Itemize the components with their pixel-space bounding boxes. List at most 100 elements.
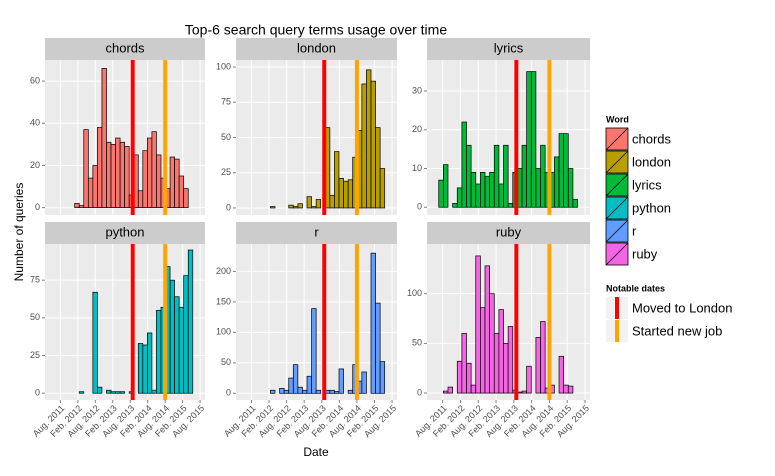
bar (526, 365, 532, 394)
bar (572, 199, 578, 208)
y-tick-label: 200 (216, 266, 231, 276)
bar (270, 206, 276, 209)
bar (292, 364, 299, 394)
bar (456, 360, 463, 394)
bar (452, 203, 458, 208)
bar (297, 203, 303, 209)
legend-label: chords (632, 131, 672, 146)
bar (470, 172, 477, 208)
bar (379, 168, 386, 209)
bar (567, 385, 574, 394)
bar (101, 68, 107, 208)
bar (466, 144, 472, 208)
bar (119, 391, 126, 394)
y-tick-label: 20 (30, 160, 40, 170)
bar (466, 362, 472, 394)
y-tick-label: 50 (30, 312, 40, 322)
bar (535, 337, 541, 394)
bar (370, 80, 376, 209)
legend-label: python (632, 200, 671, 215)
bar (535, 168, 541, 208)
bar (119, 141, 126, 208)
legend-label: london (632, 154, 671, 169)
y-tick-label: 50 (221, 132, 231, 142)
bar (503, 144, 509, 208)
bar (530, 71, 537, 208)
facet-strip (45, 222, 205, 244)
bar (493, 144, 500, 208)
y-tick-label: 75 (221, 97, 231, 107)
panel-background (236, 244, 397, 400)
bar (447, 386, 453, 394)
bar (156, 309, 162, 394)
y-tick-label: 25 (30, 350, 40, 360)
legend-label: r (632, 223, 637, 238)
bar (540, 144, 546, 208)
facet-label: ruby (496, 224, 522, 239)
bar (329, 389, 335, 394)
bar (361, 83, 367, 209)
y-tick-label: 150 (216, 296, 231, 306)
bar (507, 203, 514, 208)
bar (489, 172, 495, 208)
y-tick-label: 60 (30, 75, 40, 85)
bar (169, 156, 175, 208)
bar (475, 183, 481, 208)
bar (151, 131, 157, 208)
bar (78, 205, 85, 208)
bar (475, 255, 481, 394)
facet-strip (236, 38, 397, 60)
legend-label: ruby (632, 246, 658, 261)
bar (178, 175, 185, 208)
facet-strip (45, 38, 205, 60)
bar (480, 307, 486, 394)
bar (97, 127, 103, 208)
bar (283, 389, 290, 394)
bar (503, 343, 509, 394)
facet-label: python (105, 224, 144, 239)
bar (461, 333, 467, 394)
bar (74, 203, 80, 208)
bar (187, 249, 194, 394)
bar (558, 355, 565, 394)
bar (124, 146, 130, 208)
legend-key-slash (605, 173, 629, 197)
bar (297, 386, 303, 394)
bar (115, 391, 121, 394)
bar (443, 164, 449, 208)
bar (183, 275, 189, 394)
bar (92, 165, 98, 208)
bar (558, 133, 565, 208)
bar (279, 388, 285, 394)
bar (366, 69, 372, 209)
bar (87, 177, 94, 208)
bar (142, 344, 148, 394)
legend-key-slash (605, 219, 629, 243)
x-axis-label: Date (303, 445, 329, 459)
bar (375, 127, 381, 209)
bar (480, 172, 486, 208)
y-tick-label: 0 (226, 388, 231, 398)
y-tick-label: 0 (35, 202, 40, 212)
chart-title: Top-6 search query terms usage over time (185, 22, 447, 38)
bar (306, 375, 312, 394)
y-tick-label: 50 (221, 357, 231, 367)
legend-label: Moved to London (632, 300, 732, 315)
bar (288, 377, 294, 394)
legend-key-slash (605, 150, 629, 174)
y-tick-label: 40 (30, 118, 40, 128)
bar (156, 154, 162, 208)
bar (315, 199, 322, 209)
facet-label: r (314, 224, 319, 239)
bar (361, 371, 367, 394)
y-tick-label: 100 (216, 327, 231, 337)
bar (106, 389, 112, 394)
legend-title: Word (606, 114, 629, 124)
bar (306, 196, 312, 209)
bar (484, 265, 490, 394)
bar (493, 333, 500, 394)
facet-label: chords (105, 40, 145, 55)
bar (110, 144, 116, 208)
bar (563, 133, 569, 208)
